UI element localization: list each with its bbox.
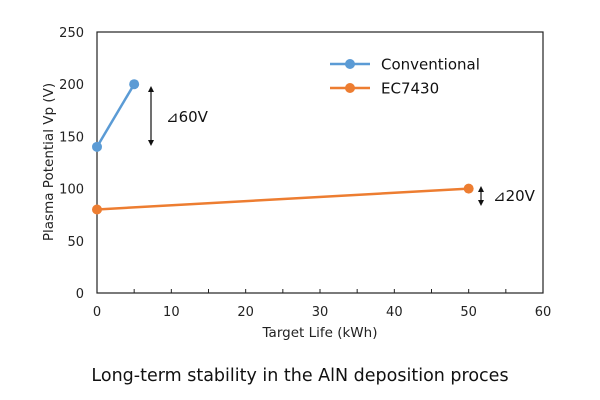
x-axis-title: Target Life (kWh) — [262, 325, 378, 341]
series-line-ec7430 — [96, 187, 469, 211]
y-tick-label: 150 — [59, 130, 84, 145]
x-tick-label: 0 — [93, 305, 101, 320]
annotation-label: ⊿20V — [493, 187, 536, 205]
figure-caption: Long-term stability in the AlN depositio… — [91, 366, 509, 386]
data-point-ec7430 — [92, 204, 102, 215]
arrow-down-icon — [148, 140, 154, 146]
legend-label-ec7430: EC7430 — [381, 80, 439, 98]
x-axis-ticks: 0 10 20 30 40 50 60 — [93, 289, 551, 320]
y-tick-label: 100 — [59, 183, 84, 198]
arrow-up-icon — [148, 86, 154, 92]
data-point-ec7430 — [463, 183, 474, 194]
legend-marker-conventional — [345, 59, 355, 69]
legend-marker-ec7430 — [345, 83, 355, 93]
annotation-label: ⊿60V — [166, 108, 209, 126]
x-tick-label: 20 — [237, 305, 254, 320]
series-line-conventional — [95, 83, 136, 148]
y-tick-label: 0 — [76, 287, 84, 302]
x-tick-label: 30 — [312, 305, 329, 320]
x-tick-label: 60 — [535, 305, 552, 320]
arrow-up-icon — [478, 186, 484, 192]
x-tick-label: 50 — [460, 305, 477, 320]
y-tick-label: 50 — [67, 235, 84, 250]
y-tick-label: 200 — [59, 78, 84, 93]
series-group — [92, 79, 474, 215]
x-tick-label: 10 — [163, 305, 180, 320]
annotations: ⊿60V ⊿20V — [148, 86, 536, 206]
y-tick-label: 250 — [59, 26, 84, 41]
data-point-conventional — [92, 141, 102, 152]
legend: Conventional EC7430 — [330, 56, 480, 98]
legend-label-conventional: Conventional — [381, 56, 480, 74]
arrow-down-icon — [478, 200, 484, 206]
x-tick-label: 40 — [386, 305, 403, 320]
y-axis-title: Plasma Potential Vp (V) — [41, 83, 57, 241]
y-axis-ticks: 0 50 100 150 200 250 — [59, 26, 84, 302]
data-point-conventional — [129, 79, 140, 90]
